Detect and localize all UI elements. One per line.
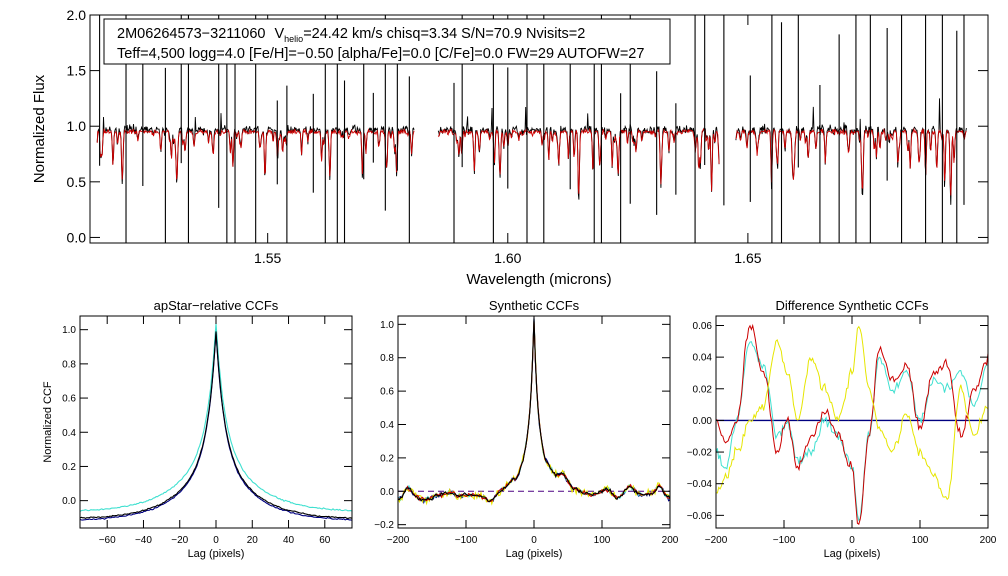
- difference-ccf-panel: −200 −100 0 100 200 −0.06 −0.04 −0.02 0.00 0.02 0.…: [687, 298, 997, 560]
- apstar-ccf-axes-frame: [79, 315, 353, 529]
- spectrum-x-axis-label: Wavelength (microns): [466, 271, 611, 288]
- x-tick-label: 100: [912, 535, 929, 546]
- difference-ccf-data-layer: [715, 323, 989, 526]
- y-tick-label: 0.2: [62, 462, 76, 473]
- apstar-ccf-series-combined: [79, 331, 353, 520]
- x-tick-label: −60: [99, 535, 116, 546]
- y-tick-label: −0.02: [687, 448, 713, 459]
- synthetic-ccf-x-axis-label: Lag (pixels): [506, 548, 563, 560]
- y-tick-label: 1.0: [380, 320, 394, 331]
- difference-ccf-series-red: [715, 323, 989, 526]
- apstar-ccf-data-layer: [79, 323, 353, 521]
- y-tick-label: 0.4: [62, 428, 76, 439]
- difference-ccf-ticks: −200 −100 0 100 200 −0.06 −0.04 −0.02 0.00 0.02 0.…: [687, 316, 997, 546]
- y-tick-label: −0.06: [687, 511, 713, 522]
- y-tick-label: 1.0: [67, 118, 87, 134]
- y-tick-label: 0.00: [693, 416, 713, 427]
- spectrum-info-line-2: Teff=4,500 logg=4.0 [Fe/H]=−0.50 [alpha/…: [117, 46, 644, 62]
- apstar-ccf-x-axis-label: Lag (pixels): [188, 548, 245, 560]
- y-tick-label: 0.6: [62, 394, 76, 405]
- x-tick-label: −100: [773, 535, 796, 546]
- apstar-ccf-ticks: −60 −40 −20 0 20 40 60 0.0 0.2 0.4 0.6 0.8 1.0: [62, 316, 352, 546]
- y-tick-label: 0.8: [62, 359, 76, 370]
- spectrum-series-synthetic-chip-2: [437, 127, 720, 194]
- x-tick-label: 20: [247, 535, 259, 546]
- y-tick-label: 0.04: [693, 353, 713, 364]
- apstar-ccf-series-visit-2: [79, 333, 353, 521]
- spectrum-ticks: 1.55 1.60 1.65 0.0 0.5 1.0 1.5 2.0: [67, 7, 988, 266]
- x-tick-label: 40: [283, 535, 295, 546]
- x-tick-label: 200: [980, 535, 997, 546]
- synthetic-ccf-ticks: −200 −100 0 100 200 −0.2 0.0 0.2 0.4 0.6 0.8 1.0: [374, 316, 679, 546]
- rv-stats: =24.42 km/s chisq=3.34 S/N=70.9 Nvisits=…: [303, 26, 585, 42]
- x-tick-label: 1.55: [254, 250, 281, 266]
- y-tick-label: 0.6: [380, 387, 394, 398]
- y-tick-label: 0.0: [380, 487, 394, 498]
- synthetic-ccf-series-red: [397, 320, 671, 503]
- y-tick-label: 0.5: [67, 174, 87, 190]
- spectrum-series-synthetic-chip-3: [735, 127, 967, 196]
- star-id: 2M06264573−3211060: [117, 26, 266, 42]
- difference-ccf-series-cyan: [715, 341, 989, 522]
- synthetic-ccf-title: Synthetic CCFs: [489, 298, 580, 313]
- spectrum-info-box: [103, 18, 671, 65]
- x-tick-label: 60: [319, 535, 331, 546]
- v-symbol: V: [275, 26, 285, 42]
- y-tick-label: 0.2: [380, 453, 394, 464]
- difference-ccf-x-axis-label: Lag (pixels): [824, 548, 881, 560]
- y-tick-label: 0.8: [380, 353, 394, 364]
- y-tick-label: −0.2: [374, 520, 394, 531]
- difference-ccf-series-yellow: [715, 325, 989, 501]
- x-tick-label: 200: [662, 535, 679, 546]
- y-tick-label: 2.0: [67, 7, 87, 23]
- synthetic-ccf-series-cyan: [397, 319, 671, 503]
- x-tick-label: 1.65: [734, 250, 761, 266]
- apstar-ccf-panel: −60 −40 −20 0 20 40 60 0.0 0.2 0.4 0.6 0.8 1.0 apSta…: [42, 298, 353, 560]
- y-tick-label: 0.02: [693, 384, 713, 395]
- y-tick-label: 1.5: [67, 63, 87, 79]
- x-tick-label: −20: [171, 535, 188, 546]
- x-tick-label: 1.60: [494, 250, 521, 266]
- y-tick-label: 0.0: [67, 229, 87, 245]
- difference-ccf-title: Difference Synthetic CCFs: [776, 298, 929, 313]
- spectrum-y-axis-label: Normalized Flux: [31, 74, 48, 183]
- x-tick-label: 100: [594, 535, 611, 546]
- apstar-ccf-title: apStar−relative CCFs: [154, 298, 279, 313]
- apstar-ccf-y-axis-label: Normalized CCF: [42, 381, 54, 463]
- synthetic-ccf-series-black: [397, 318, 671, 503]
- x-tick-label: 0: [213, 535, 219, 546]
- x-tick-label: −100: [455, 535, 478, 546]
- v-subscript: helio: [284, 34, 303, 44]
- spectrum-axes-frame: [89, 14, 989, 244]
- x-tick-label: −200: [387, 535, 410, 546]
- synthetic-ccf-series-navy: [397, 317, 671, 505]
- x-tick-label: −40: [135, 535, 152, 546]
- synthetic-ccf-panel: −200 −100 0 100 200 −0.2 0.0 0.2 0.4 0.6 0.8 1.0 Sy…: [374, 298, 679, 560]
- x-tick-label: 0: [849, 535, 855, 546]
- x-tick-label: 0: [531, 535, 537, 546]
- spectrum-panel: 1.55 1.60 1.65 0.0 0.5 1.0 1.5 2.0 2M06264573−3…: [31, 7, 989, 288]
- y-tick-label: 0.06: [693, 321, 713, 332]
- x-tick-label: −200: [705, 535, 728, 546]
- y-tick-label: 1.0: [62, 325, 76, 336]
- y-tick-label: 0.4: [380, 420, 394, 431]
- synthetic-ccf-data-layer: [397, 317, 671, 506]
- y-tick-label: 0.0: [62, 496, 76, 507]
- spectrum-info-line-1: 2M06264573−3211060 Vhelio=24.42 km/s chis…: [117, 26, 585, 44]
- apstar-ccf-series-visit-1: [79, 323, 353, 513]
- y-tick-label: −0.04: [687, 479, 713, 490]
- synthetic-ccf-series-yellow: [397, 322, 671, 506]
